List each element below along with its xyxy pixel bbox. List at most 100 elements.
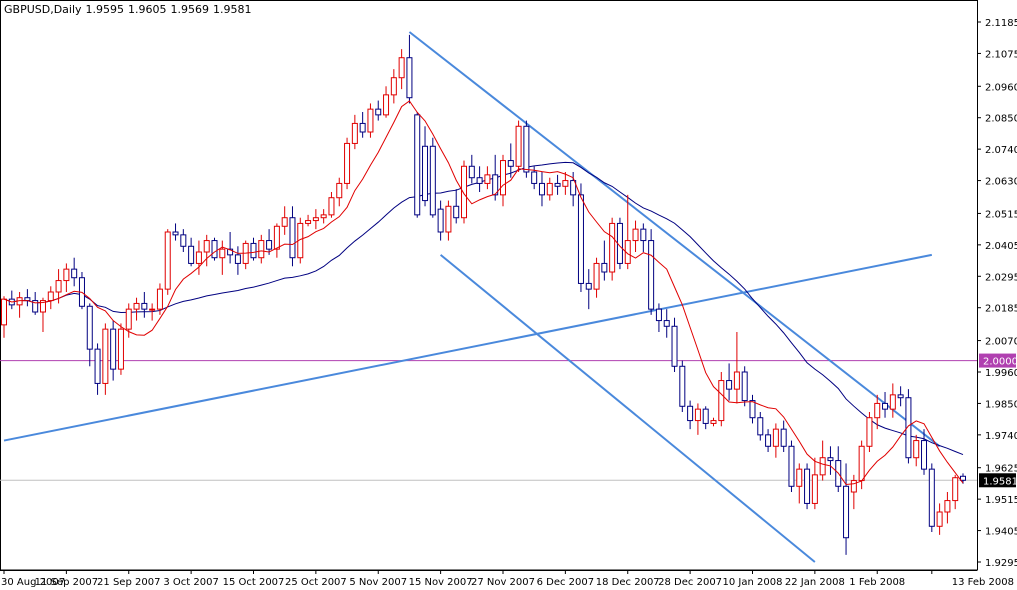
bullish-candle[interactable]: [312, 217, 319, 222]
bullish-candle[interactable]: [336, 182, 343, 199]
bearish-candle[interactable]: [679, 365, 686, 407]
bearish-candle[interactable]: [234, 254, 241, 264]
bearish-candle[interactable]: [897, 394, 904, 399]
bearish-candle[interactable]: [359, 122, 366, 133]
bearish-candle[interactable]: [741, 371, 748, 402]
bullish-candle[interactable]: [796, 468, 803, 487]
bullish-candle[interactable]: [710, 420, 717, 424]
bearish-candle[interactable]: [687, 405, 694, 422]
bearish-candle[interactable]: [375, 108, 382, 116]
bearish-candle[interactable]: [188, 245, 195, 264]
bullish-candle[interactable]: [944, 500, 951, 513]
bearish-candle[interactable]: [538, 182, 545, 196]
bearish-candle[interactable]: [86, 305, 93, 350]
bearish-candle[interactable]: [702, 408, 709, 424]
bullish-candle[interactable]: [367, 108, 374, 133]
bearish-candle[interactable]: [671, 325, 678, 367]
bullish-candle[interactable]: [811, 474, 818, 504]
bullish-candle[interactable]: [125, 308, 132, 330]
bearish-candle[interactable]: [640, 228, 647, 242]
bearish-candle[interactable]: [172, 231, 179, 236]
bullish-candle[interactable]: [281, 217, 288, 227]
bearish-candle[interactable]: [928, 468, 935, 527]
bullish-candle[interactable]: [219, 248, 226, 259]
bearish-candle[interactable]: [921, 440, 928, 470]
bullish-candle[interactable]: [39, 300, 46, 313]
bullish-candle[interactable]: [63, 268, 70, 282]
bearish-candle[interactable]: [960, 475, 966, 481]
bearish-candle[interactable]: [453, 205, 460, 219]
bullish-candle[interactable]: [383, 94, 390, 116]
bullish-candle[interactable]: [55, 280, 62, 293]
bearish-candle[interactable]: [843, 485, 850, 539]
support-trendline[interactable]: [3, 253, 933, 442]
bullish-candle[interactable]: [351, 122, 358, 144]
bearish-candle[interactable]: [765, 434, 772, 447]
bearish-candle[interactable]: [414, 114, 421, 216]
bearish-candle[interactable]: [570, 180, 577, 196]
bullish-candle[interactable]: [718, 380, 725, 422]
bearish-candle[interactable]: [94, 348, 101, 384]
bearish-candle[interactable]: [726, 380, 733, 390]
bearish-candle[interactable]: [804, 468, 811, 504]
bearish-candle[interactable]: [141, 302, 148, 310]
bullish-candle[interactable]: [390, 77, 397, 96]
bullish-candle[interactable]: [866, 417, 873, 447]
bearish-candle[interactable]: [585, 282, 592, 290]
bullish-candle[interactable]: [819, 457, 826, 476]
bearish-candle[interactable]: [180, 234, 187, 247]
bearish-candle[interactable]: [32, 300, 39, 313]
bullish-candle[interactable]: [952, 477, 959, 502]
bullish-candle[interactable]: [398, 57, 405, 79]
bullish-candle[interactable]: [445, 205, 452, 233]
bullish-candle[interactable]: [772, 428, 779, 447]
bullish-candle[interactable]: [203, 240, 210, 253]
bearish-candle[interactable]: [648, 240, 655, 310]
bearish-candle[interactable]: [422, 145, 429, 202]
bullish-candle[interactable]: [936, 511, 943, 527]
bullish-candle[interactable]: [499, 160, 506, 196]
bullish-candle[interactable]: [133, 302, 140, 310]
bearish-candle[interactable]: [523, 125, 530, 173]
bearish-candle[interactable]: [577, 194, 584, 284]
bearish-candle[interactable]: [757, 417, 764, 436]
bearish-candle[interactable]: [211, 240, 218, 259]
bearish-candle[interactable]: [227, 248, 234, 256]
bullish-candle[interactable]: [632, 228, 639, 242]
bullish-candle[interactable]: [102, 328, 109, 384]
bullish-candle[interactable]: [546, 182, 553, 196]
bullish-candle[interactable]: [874, 402, 881, 419]
bearish-candle[interactable]: [110, 328, 117, 370]
bullish-candle[interactable]: [889, 394, 896, 410]
bearish-candle[interactable]: [780, 428, 787, 447]
bearish-candle[interactable]: [827, 457, 834, 462]
bullish-candle[interactable]: [149, 308, 156, 311]
upper-channel-trendline[interactable]: [408, 31, 941, 448]
lower-channel-trendline[interactable]: [439, 254, 816, 563]
bullish-candle[interactable]: [195, 251, 202, 264]
bullish-candle[interactable]: [47, 291, 54, 302]
bullish-candle[interactable]: [156, 288, 163, 310]
bullish-candle[interactable]: [562, 180, 569, 187]
bearish-candle[interactable]: [663, 320, 670, 327]
bullish-candle[interactable]: [305, 220, 312, 224]
bullish-candle[interactable]: [258, 240, 265, 259]
bearish-candle[interactable]: [601, 262, 608, 273]
bullish-candle[interactable]: [328, 197, 335, 216]
bullish-candle[interactable]: [461, 165, 468, 219]
bearish-candle[interactable]: [492, 174, 499, 196]
bullish-candle[interactable]: [515, 125, 522, 167]
bearish-candle[interactable]: [749, 400, 756, 419]
bearish-candle[interactable]: [882, 402, 889, 410]
bearish-candle[interactable]: [250, 242, 257, 259]
bearish-candle[interactable]: [71, 268, 78, 279]
bullish-candle[interactable]: [858, 445, 865, 482]
bullish-candle[interactable]: [320, 214, 327, 219]
bearish-candle[interactable]: [266, 240, 273, 250]
bearish-candle[interactable]: [429, 145, 436, 216]
bearish-candle[interactable]: [289, 217, 296, 259]
bearish-candle[interactable]: [554, 182, 561, 187]
bullish-candle[interactable]: [733, 371, 740, 390]
bearish-candle[interactable]: [788, 445, 795, 487]
bullish-candle[interactable]: [850, 480, 857, 493]
